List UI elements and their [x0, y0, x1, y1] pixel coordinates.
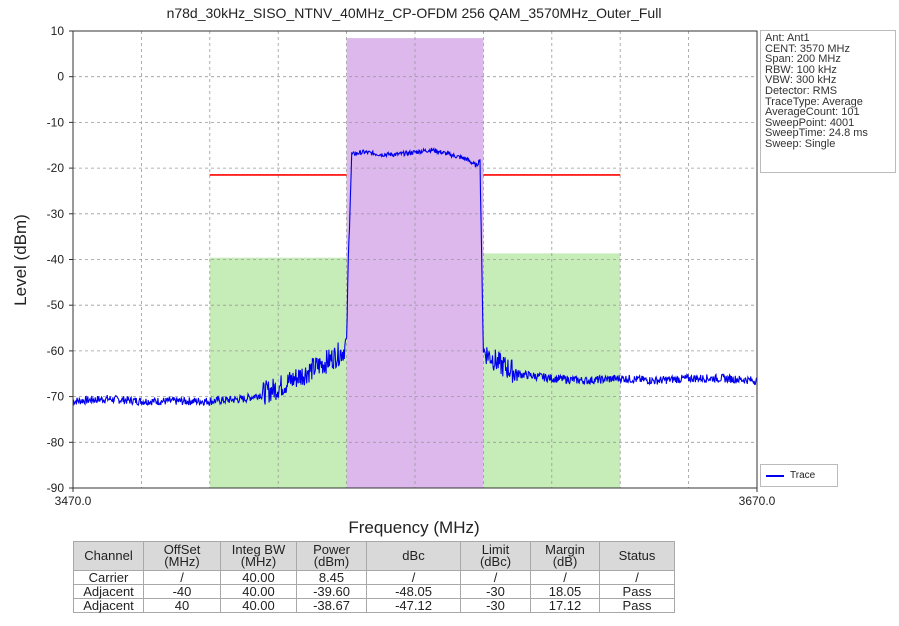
cell-margin: 17.12 — [530, 598, 600, 613]
legend-trace-swatch — [766, 474, 784, 477]
cell-integ-bw: 40.00 — [220, 598, 297, 613]
header-dbc: dBc — [366, 541, 461, 571]
setting-line: SweepPoint: 4001 — [765, 116, 855, 129]
legend: Trace — [760, 464, 838, 487]
y-tick-label: 10 — [51, 24, 65, 38]
y-tick-label: -90 — [47, 481, 65, 495]
cell-integ-bw: 40.00 — [220, 584, 297, 599]
cell-offset: -40 — [143, 584, 221, 599]
cell-channel: Adjacent — [73, 598, 144, 613]
header-offset: OffSet (MHz) — [143, 541, 221, 571]
chart-title: n78d_30kHz_SISO_NTNV_40MHz_CP-OFDM 256 Q… — [167, 5, 662, 21]
channel-region — [346, 38, 484, 489]
y-tick-label: -20 — [47, 161, 65, 175]
y-axis-label: Level (dBm) — [11, 214, 30, 306]
setting-line: TraceType: Average — [765, 95, 863, 108]
x-axis-label: Frequency (MHz) — [348, 518, 479, 537]
cell-channel: Adjacent — [73, 584, 144, 599]
setting-line: Span: 200 MHz — [765, 53, 841, 66]
spectrum-chart: n78d_30kHz_SISO_NTNV_40MHz_CP-OFDM 256 Q… — [11, 5, 776, 537]
y-tick-label: -50 — [47, 298, 65, 312]
header-margin: Margin (dB) — [530, 541, 600, 571]
y-tick-label: -80 — [47, 435, 65, 449]
x-tick-label: 3670.0 — [739, 494, 776, 508]
setting-line: Sweep: Single — [765, 137, 836, 150]
setting-line: Ant: Ant1 — [765, 32, 810, 44]
cell-dbc: / — [366, 570, 461, 585]
cell-limit: / — [460, 570, 531, 585]
cell-limit: -30 — [460, 598, 531, 613]
cell-power: 8.45 — [296, 570, 367, 585]
cell-offset: 40 — [143, 598, 221, 613]
table-header-row: Channel OffSet (MHz) Integ BW (MHz) Power(… — [73, 541, 675, 571]
setting-line: SweepTime: 24.8 ms — [765, 127, 868, 140]
cell-power: -39.60 — [296, 584, 367, 599]
cell-integ-bw: 40.00 — [220, 570, 297, 585]
header-limit: Limit (dBc) — [460, 541, 531, 571]
header-integ-bw: Integ BW (MHz) — [220, 541, 297, 571]
y-tick-label: -40 — [47, 253, 65, 267]
cell-dbc: -47.12 — [366, 598, 461, 613]
cell-margin: 18.05 — [530, 584, 600, 599]
cell-status: / — [599, 570, 675, 585]
y-tick-label: -60 — [47, 344, 65, 358]
header-power: Power (dBm) — [296, 541, 367, 571]
x-tick-label: 3470.0 — [55, 494, 92, 508]
y-tick-label: -70 — [47, 390, 65, 404]
instrument-settings-panel: Ant: Ant1 CENT: 3570 MHz Span: 200 MHz RBW:… — [760, 30, 896, 173]
cell-offset: / — [143, 570, 221, 585]
setting-line: Detector: RMS — [765, 84, 838, 97]
setting-line: AverageCount: 101 — [765, 106, 860, 119]
setting-line: VBW: 300 kHz — [765, 74, 837, 87]
setting-line: RBW: 100 kHz — [765, 63, 837, 76]
cell-dbc: -48.05 — [366, 584, 461, 599]
cell-limit: -30 — [460, 584, 531, 599]
measurement-table: Channel OffSet (MHz) Integ BW (MHz) Power(… — [73, 541, 675, 613]
legend-trace-label: Trace — [790, 470, 816, 481]
table-row: Adjacent -40 40.00 -39.60 -48.05 -30 18.… — [73, 584, 675, 599]
header-status: Status — [599, 541, 675, 571]
header-channel: Channel — [73, 541, 144, 571]
y-tick-label: -30 — [47, 207, 65, 221]
table-row: Carrier / 40.00 8.45 / / / / — [73, 570, 675, 585]
trace-line — [72, 147, 758, 407]
table-row: Adjacent 40 40.00 -38.67 -47.12 -30 17.1… — [73, 598, 675, 613]
cell-channel: Carrier — [73, 570, 144, 585]
cell-status: Pass — [599, 584, 675, 599]
cell-margin: / — [530, 570, 600, 585]
y-tick-label: 0 — [57, 70, 64, 84]
cell-status: Pass — [599, 598, 675, 613]
setting-line: CENT: 3570 MHz — [765, 42, 850, 55]
y-tick-label: -10 — [47, 115, 65, 129]
cell-power: -38.67 — [296, 598, 367, 613]
